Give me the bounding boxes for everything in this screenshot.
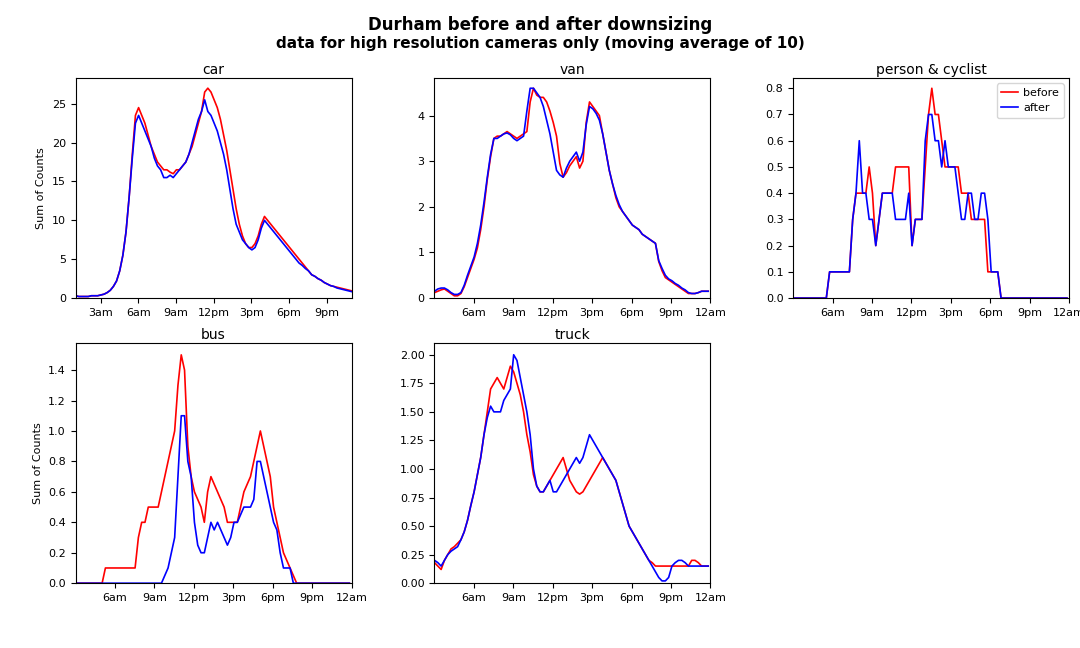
before: [916, 216, 929, 224]
Text: Durham before and after downsizing: Durham before and after downsizing: [368, 16, 712, 34]
after: [836, 268, 849, 276]
after: [905, 242, 918, 249]
after: [1061, 294, 1074, 302]
Legend: before, after: before, after: [997, 84, 1064, 118]
Y-axis label: Sum of Counts: Sum of Counts: [32, 422, 42, 504]
Y-axis label: Sum of Counts: Sum of Counts: [37, 147, 46, 229]
before: [791, 294, 804, 302]
Title: bus: bus: [201, 329, 226, 342]
after: [916, 216, 929, 224]
Title: van: van: [559, 63, 585, 76]
Text: data for high resolution cameras only (moving average of 10): data for high resolution cameras only (m…: [275, 36, 805, 51]
Title: truck: truck: [554, 329, 591, 342]
before: [1061, 294, 1074, 302]
before: [882, 189, 895, 197]
before: [747, 294, 760, 302]
before: [905, 242, 918, 249]
Title: person & cyclist: person & cyclist: [876, 63, 987, 76]
after: [1038, 294, 1051, 302]
before: [1038, 294, 1051, 302]
Line: after: after: [754, 115, 1067, 298]
before: [836, 268, 849, 276]
after: [882, 189, 895, 197]
Line: before: before: [754, 88, 1067, 298]
after: [922, 111, 935, 119]
after: [747, 294, 760, 302]
Title: car: car: [203, 63, 225, 76]
before: [926, 84, 939, 92]
after: [791, 294, 804, 302]
